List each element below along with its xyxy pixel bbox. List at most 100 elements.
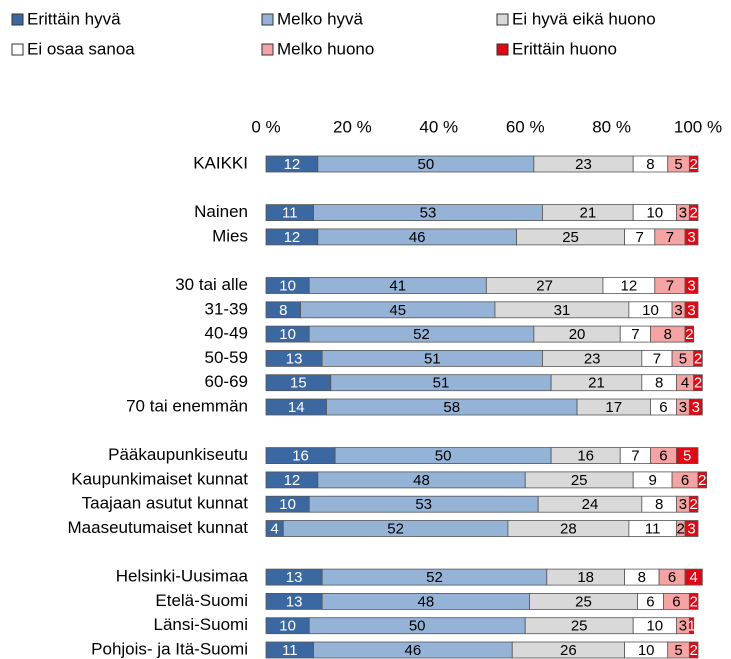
data-label: 2 bbox=[694, 375, 702, 392]
data-label: 12 bbox=[284, 229, 301, 246]
data-label: 2 bbox=[690, 496, 698, 513]
data-label: 2 bbox=[690, 156, 698, 173]
data-label: 17 bbox=[605, 399, 622, 416]
data-label: 13 bbox=[286, 569, 303, 586]
data-label: 10 bbox=[642, 302, 659, 319]
data-label: 3 bbox=[687, 229, 695, 246]
bar-segment bbox=[684, 568, 703, 586]
data-label: 1 bbox=[687, 618, 695, 635]
data-label: 9 bbox=[648, 472, 656, 489]
data-label: 6 bbox=[659, 399, 667, 416]
x-tick-label: 40 % bbox=[419, 117, 458, 136]
bar-segment bbox=[676, 447, 699, 465]
category-label: 31-39 bbox=[205, 299, 248, 318]
data-label: 50 bbox=[417, 156, 434, 173]
category-label: Nainen bbox=[194, 202, 248, 221]
data-label: 5 bbox=[683, 448, 691, 465]
category-label: Etelä-Suomi bbox=[155, 591, 248, 610]
data-label: 11 bbox=[645, 520, 661, 537]
legend-label: Melko huono bbox=[277, 39, 374, 58]
x-tick-label: 80 % bbox=[592, 117, 631, 136]
data-label: 7 bbox=[631, 326, 639, 343]
data-label: 53 bbox=[420, 205, 437, 222]
category-label: Pohjois- ja Itä-Suomi bbox=[91, 639, 248, 658]
data-label: 10 bbox=[279, 277, 296, 294]
bar-segment bbox=[684, 325, 695, 343]
bar-segment bbox=[688, 617, 695, 635]
category-label: Maaseutumaiset kunnat bbox=[68, 518, 249, 537]
bar-segment bbox=[688, 204, 699, 222]
bar-segment bbox=[684, 520, 699, 537]
data-label: 7 bbox=[636, 229, 644, 246]
category-label: 60-69 bbox=[205, 372, 248, 391]
data-label: 3 bbox=[692, 399, 700, 416]
data-label: 15 bbox=[290, 375, 307, 392]
data-label: 23 bbox=[575, 156, 592, 173]
data-label: 51 bbox=[424, 350, 441, 367]
data-label: 46 bbox=[405, 642, 422, 659]
data-label: 10 bbox=[638, 642, 655, 659]
category-label: Mies bbox=[212, 226, 248, 245]
data-label: 8 bbox=[664, 326, 672, 343]
data-label: 10 bbox=[279, 618, 296, 635]
data-label: 3 bbox=[687, 277, 695, 294]
bar-segment bbox=[693, 349, 703, 367]
data-label: 3 bbox=[679, 205, 687, 222]
data-label: 48 bbox=[413, 472, 430, 489]
category-label: Helsinki-Uusimaa bbox=[116, 567, 249, 586]
data-label: 6 bbox=[672, 593, 680, 610]
data-label: 10 bbox=[646, 205, 663, 222]
data-label: 28 bbox=[560, 520, 577, 537]
data-label: 52 bbox=[387, 520, 404, 537]
category-label: Pääkaupunkiseutu bbox=[108, 445, 248, 464]
data-label: 48 bbox=[417, 593, 434, 610]
data-label: 45 bbox=[389, 302, 406, 319]
data-label: 16 bbox=[577, 448, 594, 465]
data-label: 25 bbox=[575, 593, 592, 610]
data-label: 10 bbox=[646, 618, 663, 635]
data-label: 8 bbox=[655, 375, 663, 392]
data-label: 12 bbox=[284, 156, 301, 173]
x-tick-label: 60 % bbox=[506, 117, 545, 136]
data-label: 8 bbox=[655, 496, 663, 513]
legend-label: Ei osaa sanoa bbox=[27, 39, 135, 58]
data-label: 7 bbox=[666, 277, 674, 294]
data-label: 26 bbox=[560, 642, 577, 659]
data-label: 3 bbox=[687, 302, 695, 319]
category-label: 50-59 bbox=[205, 348, 248, 367]
data-label: 53 bbox=[415, 496, 432, 513]
data-label: 46 bbox=[409, 229, 426, 246]
legend-label: Erittäin huono bbox=[512, 39, 617, 58]
bar-segment bbox=[688, 155, 699, 173]
data-label: 2 bbox=[690, 593, 698, 610]
data-label: 21 bbox=[579, 205, 596, 222]
category-label: 70 tai enemmän bbox=[126, 396, 248, 415]
data-label: 25 bbox=[571, 618, 588, 635]
data-label: 4 bbox=[270, 520, 278, 537]
data-label: 41 bbox=[389, 277, 406, 294]
bar-segment bbox=[688, 641, 699, 659]
data-label: 2 bbox=[694, 350, 702, 367]
bar-segment bbox=[684, 301, 699, 319]
data-label: 10 bbox=[279, 496, 296, 513]
data-label: 6 bbox=[681, 472, 689, 489]
data-label: 11 bbox=[282, 205, 298, 222]
data-label: 11 bbox=[282, 642, 298, 659]
data-label: 20 bbox=[569, 326, 586, 343]
legend-swatch bbox=[11, 13, 24, 26]
data-label: 27 bbox=[536, 277, 553, 294]
data-label: 3 bbox=[679, 618, 687, 635]
data-label: 12 bbox=[621, 277, 638, 294]
data-label: 3 bbox=[679, 399, 687, 416]
bar-segment bbox=[697, 471, 708, 489]
legend-swatch bbox=[496, 13, 509, 26]
data-label: 23 bbox=[584, 350, 601, 367]
data-label: 8 bbox=[646, 156, 654, 173]
data-label: 50 bbox=[409, 618, 426, 635]
data-label: 7 bbox=[653, 350, 661, 367]
data-label: 14 bbox=[288, 399, 305, 416]
data-label: 52 bbox=[413, 326, 430, 343]
data-label: 7 bbox=[666, 229, 674, 246]
data-label: 31 bbox=[554, 302, 571, 319]
category-label: Taajaan asutut kunnat bbox=[82, 494, 249, 513]
